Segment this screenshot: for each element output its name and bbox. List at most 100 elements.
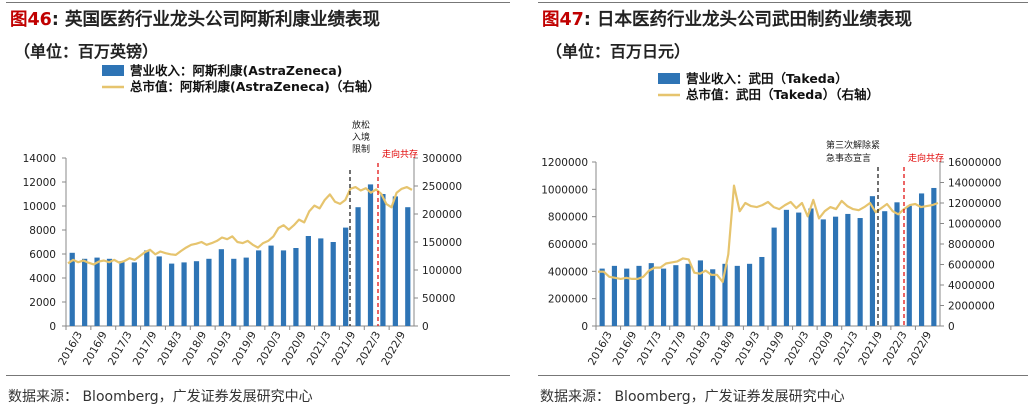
revenue-bar [206,258,212,326]
x-tick-label: 2022/9 [379,330,408,368]
revenue-bar [380,194,386,326]
y-tick-label: 6000 [29,249,56,261]
revenue-bar [697,260,704,326]
revenue-bar [783,209,790,326]
revenue-bar [305,236,311,326]
revenue-bar [906,205,912,326]
legend-swatch-bar [658,73,680,84]
y-tick-label: 0 [49,321,56,333]
revenue-bar [144,250,150,326]
revenue-bar [355,207,361,326]
y2-tick-label: 100000 [422,265,462,277]
revenue-bar [611,265,618,326]
y-tick-label: 10000 [23,201,56,213]
y2-tick-label: 150000 [422,237,462,249]
revenue-bar [722,263,728,326]
chart-title-text: 日本医药行业龙头公司武田制药业绩表现 [596,10,912,30]
title-colon: : [51,10,59,30]
y-tick-label: 1200000 [541,157,588,169]
revenue-bar [931,187,937,326]
legend-swatch-bar [102,65,124,76]
event-label-line: 入境 [352,131,370,143]
y2-tick-label: 200000 [422,209,462,221]
unit-label: （单位：百万英镑） [14,42,159,61]
legend-label-revenue: 营业收入：阿斯利康(AstraZeneca) [130,63,342,78]
figure-number: 图46 [10,10,52,30]
revenue-bar [94,257,100,326]
y2-tick-label: 250000 [422,181,462,193]
revenue-bar [218,249,224,326]
y-tick-label: 8000 [29,225,56,237]
y2-tick-label: 16000000 [948,157,1001,169]
revenue-bar [169,263,175,326]
y2-tick-label: 12000000 [948,198,1001,210]
revenue-bar [243,257,249,326]
chart-plot-astrazeneca: 0 2000 4000 6000 8000 10000 12000 14000 0 50000 10… [23,63,463,368]
y2-tick-label: 50000 [422,293,455,305]
event-label: 走向共存 [382,148,418,160]
chart-title: 图47: 日本医药行业龙头公司武田制药业绩表现 [542,6,912,31]
title-colon: : [583,10,591,30]
revenue-bar [734,265,740,326]
revenue-bar [759,256,765,326]
event-label-line: 限制 [352,143,370,155]
y-tick-label: 400000 [548,266,588,278]
y2-tick-label: 8000000 [948,239,995,251]
revenue-bar [857,218,863,326]
revenue-bar [660,268,667,326]
y2-tick-label: 2000000 [948,301,995,313]
event-label-line: 急事态宣言 [826,152,871,164]
revenue-bar [710,269,716,326]
revenue-bar [405,207,411,326]
revenue-bar [820,219,826,326]
revenue-bar [685,263,691,326]
chart-panel-takeda: 图47: 日本医药行业龙头公司武田制药业绩表现 （单位：百万日元） 0 20000… [536,0,1028,416]
y2-tick-label: 0 [422,321,429,333]
y2-tick-label: 14000000 [948,178,1001,190]
revenue-bar [624,268,630,326]
legend-label-revenue: 营业收入：武田（Takeda） [686,71,848,86]
y-tick-label: 14000 [23,153,56,165]
revenue-bar [599,268,605,326]
revenue-bar [193,261,200,326]
top-rule [538,2,1028,3]
revenue-bar [318,238,324,326]
y2-tick-label: 300000 [422,153,462,165]
y-tick-label: 600000 [548,239,588,251]
revenue-bar [882,211,888,326]
revenue-bar [268,245,274,326]
revenue-bar [648,263,654,326]
revenue-bar [367,184,374,326]
event-label-line: 第三次解除紧 [826,139,880,151]
chart-title: 图46: 英国医药行业龙头公司阿斯利康业绩表现 [10,6,380,31]
revenue-bar [869,196,876,326]
revenue-bar [808,208,814,326]
revenue-bar [231,258,237,326]
revenue-bar [673,265,679,326]
y2-tick-label: 0 [948,321,955,333]
revenue-bar [280,250,287,326]
revenue-bar [796,212,802,326]
y-tick-label: 12000 [23,177,56,189]
revenue-bar [771,227,777,326]
revenue-bar [119,261,125,326]
legend-label-market-cap: 总市值：阿斯利康(AstraZeneca)（右轴） [130,79,380,94]
unit-label: （单位：百万日元） [546,42,691,61]
source-note: 数据来源： Bloomberg，广发证券发展研究中心 [540,389,845,405]
revenue-bar [894,202,900,326]
revenue-bar [131,262,137,326]
revenue-bar [156,256,162,326]
chart-panel-astrazeneca: 图46: 英国医药行业龙头公司阿斯利康业绩表现 （单位：百万英镑） 0 2000 4… [4,0,510,416]
source-note: 数据来源： Bloomberg，广发证券发展研究中心 [8,389,313,405]
event-label: 走向共存 [908,152,944,164]
revenue-bar [918,193,925,326]
revenue-bar [256,250,262,326]
y2-tick-label: 6000000 [948,260,995,272]
revenue-bar [746,263,753,326]
revenue-bar [181,262,187,326]
revenue-bar [636,265,642,326]
x-tick-label: 2022/9 [905,330,934,368]
revenue-bar [343,227,349,326]
revenue-bar [82,258,88,326]
chart-plot-takeda: 0200000400000600000800000100000012000000… [541,71,1001,368]
